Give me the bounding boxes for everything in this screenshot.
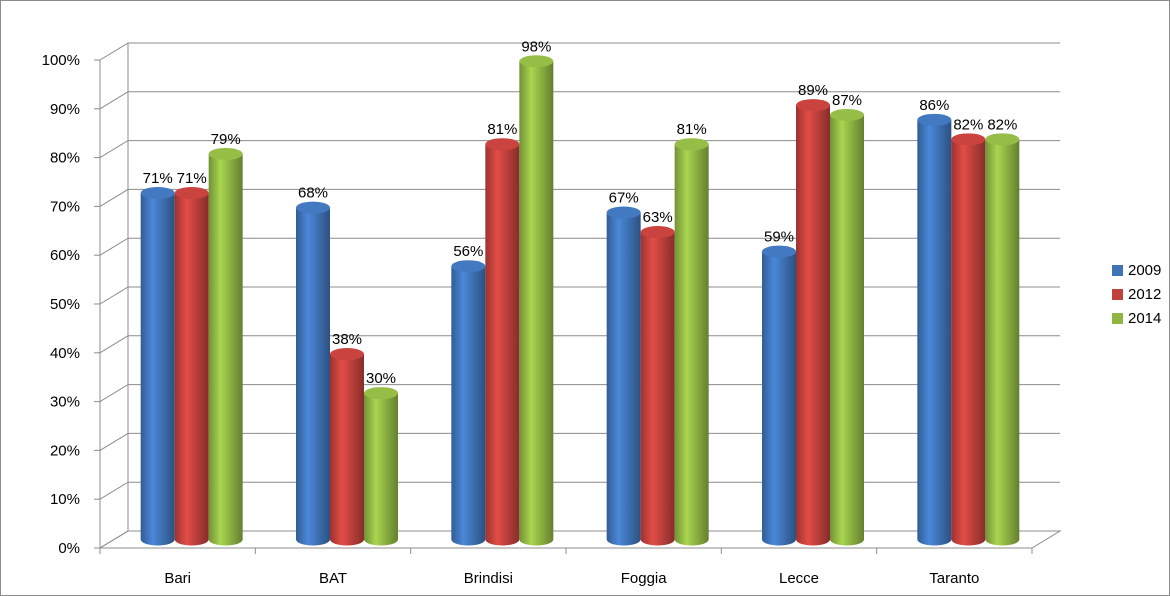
bar bbox=[296, 201, 330, 546]
gridline bbox=[99, 140, 1060, 159]
data-label: 82% bbox=[953, 116, 983, 133]
data-label: 30% bbox=[366, 370, 396, 387]
x-tick-label: Brindisi bbox=[464, 570, 513, 587]
data-label: 87% bbox=[832, 92, 862, 109]
legend-swatch bbox=[1112, 312, 1123, 324]
data-label: 38% bbox=[332, 331, 362, 348]
data-label: 82% bbox=[987, 116, 1017, 133]
legend-swatch bbox=[1112, 264, 1123, 276]
y-tick-label: 70% bbox=[50, 198, 80, 215]
bar bbox=[674, 138, 709, 546]
x-tick-label: Bari bbox=[164, 570, 191, 587]
y-tick-label: 50% bbox=[50, 296, 80, 313]
y-tick-label: 20% bbox=[50, 442, 80, 459]
gridline bbox=[99, 286, 1060, 305]
legend-item: 2014 bbox=[1112, 306, 1161, 330]
legend-label: 2012 bbox=[1128, 285, 1162, 303]
gridline bbox=[99, 188, 1060, 207]
gridline bbox=[99, 237, 1060, 256]
bar bbox=[917, 113, 952, 546]
bar bbox=[762, 245, 796, 546]
x-tick-label: Foggia bbox=[621, 570, 668, 587]
y-tick-label: 80% bbox=[50, 150, 80, 167]
legend-label: 2009 bbox=[1128, 261, 1162, 279]
data-label: 79% bbox=[211, 131, 241, 148]
data-label: 67% bbox=[609, 190, 639, 207]
gridline bbox=[99, 432, 1060, 451]
x-tick-label: Lecce bbox=[779, 570, 819, 587]
data-label: 81% bbox=[487, 121, 517, 138]
x-tick-label: Taranto bbox=[929, 570, 979, 587]
bar bbox=[519, 55, 554, 546]
bar bbox=[485, 138, 520, 546]
bar bbox=[985, 133, 1020, 546]
gridline bbox=[99, 91, 1060, 110]
bar bbox=[451, 260, 486, 546]
data-label: 71% bbox=[143, 170, 173, 187]
bar bbox=[208, 147, 243, 546]
chart-axes: 0% 10% 20% 30% 40% 50% 60% 70% 80% 90% 100% Bari BAT… bbox=[42, 52, 1062, 587]
chart-bars bbox=[140, 55, 1020, 546]
bar bbox=[330, 348, 364, 546]
data-label: 81% bbox=[677, 121, 707, 138]
bar bbox=[606, 206, 641, 546]
data-label: 86% bbox=[919, 97, 949, 114]
data-label: 63% bbox=[643, 209, 673, 226]
y-tick-label: 60% bbox=[50, 247, 80, 264]
data-label: 68% bbox=[298, 185, 328, 202]
gridline bbox=[99, 481, 1060, 500]
gridline bbox=[99, 384, 1060, 403]
bar bbox=[796, 99, 830, 546]
chart-legend: 2009 2012 2014 bbox=[1112, 258, 1161, 330]
chart-data-labels: 71% 71% 79% 68% 38% 30% 56% 81% 98% 67%63% 81% 59% 8… bbox=[143, 38, 1018, 387]
legend-item: 2009 bbox=[1112, 258, 1161, 282]
data-label: 71% bbox=[177, 170, 207, 187]
y-tick-label: 100% bbox=[42, 52, 80, 69]
y-tick-label: 0% bbox=[58, 540, 80, 557]
bar bbox=[174, 187, 209, 546]
data-label: 59% bbox=[764, 229, 794, 246]
legend-swatch bbox=[1112, 288, 1123, 300]
data-label: 98% bbox=[521, 38, 551, 55]
y-tick-label: 90% bbox=[50, 101, 80, 118]
bar bbox=[830, 108, 864, 546]
y-tick-label: 30% bbox=[50, 394, 80, 411]
y-tick-label: 40% bbox=[50, 345, 80, 362]
bar bbox=[140, 187, 175, 546]
legend-label: 2014 bbox=[1128, 309, 1162, 327]
x-tick-label: BAT bbox=[319, 570, 347, 587]
gridline bbox=[99, 335, 1060, 354]
bar bbox=[640, 226, 675, 546]
y-tick-label: 10% bbox=[50, 491, 80, 508]
gridline bbox=[99, 530, 1060, 549]
data-label: 89% bbox=[798, 82, 828, 99]
bar bbox=[364, 387, 398, 546]
legend-item: 2012 bbox=[1112, 282, 1161, 306]
gridline bbox=[99, 42, 1060, 61]
bar bbox=[951, 133, 986, 546]
data-label: 56% bbox=[453, 243, 483, 260]
chart-floor bbox=[98, 530, 1062, 549]
chart-back-wall bbox=[99, 42, 1060, 549]
